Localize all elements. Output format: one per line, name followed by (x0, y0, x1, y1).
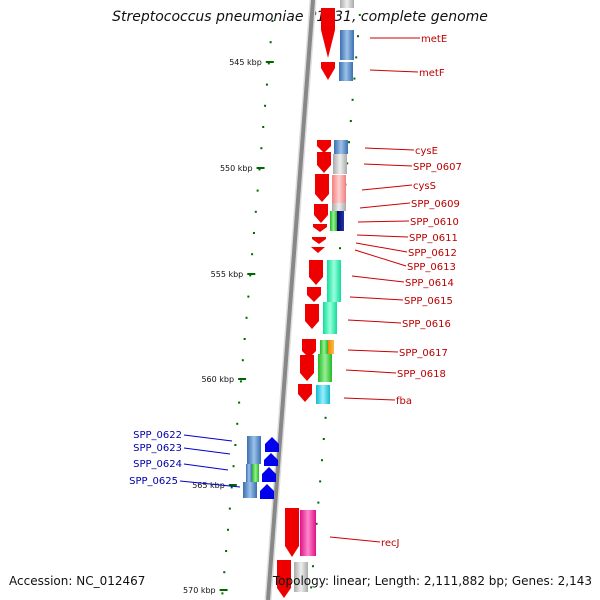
gene-label: SPP_0614 (405, 278, 454, 289)
gene-label: cysE (415, 146, 438, 157)
gene-label: recJ (381, 538, 400, 549)
ruler-label: 550 kbp (220, 164, 253, 173)
gene-arrow (315, 174, 329, 202)
gene-arrow (277, 560, 291, 598)
gene-label: SPP_0607 (413, 162, 462, 173)
gene-label: SPP_0611 (409, 233, 458, 244)
ruler-label: 565 kbp (192, 481, 225, 490)
accession-label: Accession: NC_012467 (9, 574, 146, 588)
gene-label: SPP_0618 (397, 369, 446, 380)
gene-label: SPP_0615 (404, 296, 453, 307)
gene-label: metE (421, 34, 447, 45)
gene-label: cysS (413, 181, 436, 192)
gene-arrow (265, 437, 279, 452)
gene-arrow (321, 8, 335, 58)
gene-arrow (311, 247, 325, 253)
gene-arrow (321, 62, 335, 80)
gene-label: SPP_0612 (408, 248, 457, 259)
reverse-genes (260, 437, 279, 499)
gene-label: SPP_0625 (129, 476, 178, 487)
gene-arrow (302, 339, 316, 358)
gene-arrow (260, 484, 274, 499)
gene-label: SPP_0613 (407, 262, 456, 273)
gene-arrow (313, 224, 327, 232)
gene-label: metF (419, 68, 445, 79)
ruler-label: 560 kbp (201, 375, 234, 384)
position-ruler: 545 kbp 550 kbp 555 kbp 560 kbp 565 kbp 570 k… (183, 20, 274, 595)
map-title: Streptococcus pneumoniae P1031, complete… (112, 9, 488, 25)
gene-arrow (264, 453, 278, 466)
gene-arrow (312, 237, 326, 244)
gene-label: SPP_0622 (133, 430, 182, 441)
gene-arrow (309, 260, 323, 285)
ruler-label: 555 kbp (211, 270, 244, 279)
gene-arrow (317, 140, 331, 153)
gene-arrow (262, 467, 276, 482)
genome-stats: Topology: linear; Length: 2,111,882 bp; … (272, 574, 592, 588)
ruler-label: 570 kbp (183, 586, 216, 595)
function-blocks (243, 0, 354, 592)
gene-label: SPP_0609 (411, 199, 460, 210)
gene-arrow (300, 355, 314, 381)
gene-arrow (285, 508, 299, 557)
gene-label: SPP_0617 (399, 348, 448, 359)
gene-label: fba (396, 396, 412, 407)
genome-backbone (264, 0, 317, 600)
gene-labels: metE metF cysE SPP_0607 cysS SPP_0609 SPP_0610… (129, 34, 462, 549)
gene-label: SPP_0624 (133, 459, 182, 470)
gene-arrow (314, 204, 328, 223)
gene-arrow (317, 152, 331, 173)
gene-arrow (298, 384, 312, 402)
gene-arrow (307, 287, 321, 302)
gene-label: SPP_0616 (402, 319, 451, 330)
gene-arrow (305, 304, 319, 329)
gene-label: SPP_0623 (133, 443, 182, 454)
gene-label: SPP_0610 (410, 217, 459, 228)
forward-genes (277, 8, 335, 598)
ruler-label: 545 kbp (229, 58, 262, 67)
